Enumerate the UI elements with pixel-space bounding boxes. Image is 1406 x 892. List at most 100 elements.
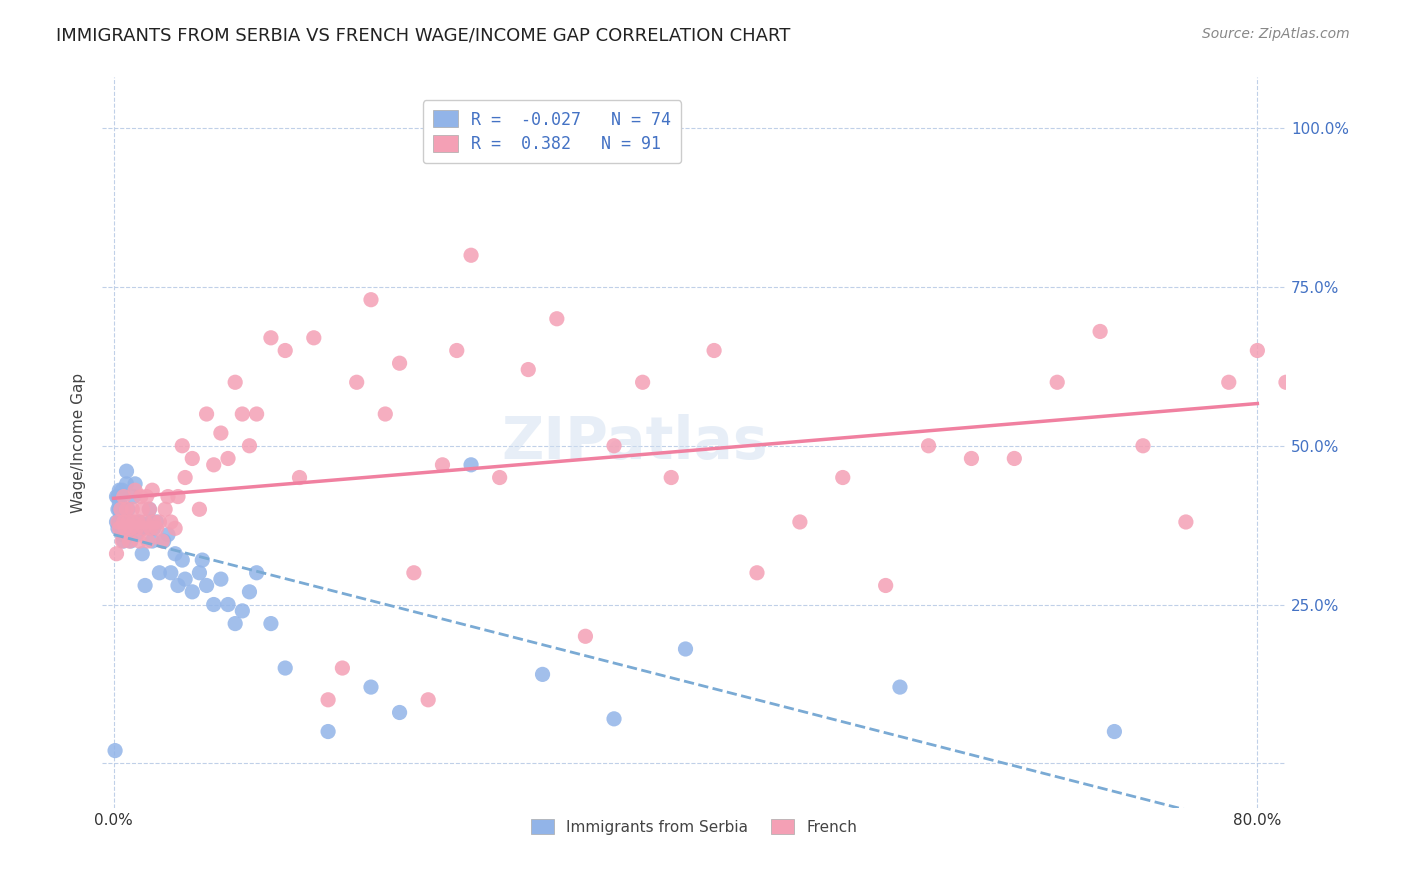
Point	[202, 598, 225, 612]
Point	[316, 724, 339, 739]
Point	[603, 712, 626, 726]
Point	[135, 490, 157, 504]
Point	[360, 293, 382, 307]
Point	[134, 578, 156, 592]
Point	[603, 439, 626, 453]
Point	[246, 566, 269, 580]
Point	[105, 490, 128, 504]
Point	[460, 248, 482, 262]
Point	[108, 502, 131, 516]
Point	[1275, 376, 1298, 390]
Point	[432, 458, 454, 472]
Point	[112, 502, 135, 516]
Point	[111, 515, 134, 529]
Point	[111, 527, 134, 541]
Point	[960, 451, 983, 466]
Point	[114, 521, 136, 535]
Point	[145, 521, 167, 535]
Point	[110, 508, 132, 523]
Point	[181, 451, 204, 466]
Point	[138, 521, 160, 535]
Point	[165, 547, 187, 561]
Point	[546, 311, 568, 326]
Point	[115, 502, 138, 516]
Point	[195, 578, 218, 592]
Point	[129, 490, 152, 504]
Point	[107, 521, 129, 535]
Point	[745, 566, 768, 580]
Point	[202, 458, 225, 472]
Point	[118, 534, 141, 549]
Point	[156, 490, 179, 504]
Point	[165, 521, 187, 535]
Point	[108, 496, 131, 510]
Point	[114, 527, 136, 541]
Point	[138, 502, 160, 516]
Point	[1174, 515, 1197, 529]
Point	[112, 515, 135, 529]
Text: Source: ZipAtlas.com: Source: ZipAtlas.com	[1202, 27, 1350, 41]
Point	[316, 693, 339, 707]
Point	[145, 515, 167, 529]
Point	[104, 743, 127, 757]
Point	[139, 521, 162, 535]
Point	[488, 470, 510, 484]
Point	[402, 566, 425, 580]
Point	[260, 331, 283, 345]
Point	[122, 490, 145, 504]
Point	[1389, 483, 1406, 498]
Point	[148, 566, 170, 580]
Point	[110, 515, 132, 529]
Point	[346, 376, 368, 390]
Point	[460, 458, 482, 472]
Point	[288, 470, 311, 484]
Point	[108, 515, 131, 529]
Point	[107, 515, 129, 529]
Point	[142, 521, 165, 535]
Point	[238, 439, 260, 453]
Point	[141, 534, 163, 549]
Point	[1218, 376, 1240, 390]
Point	[574, 629, 596, 643]
Point	[195, 407, 218, 421]
Point	[1104, 724, 1126, 739]
Point	[659, 470, 682, 484]
Point	[114, 515, 136, 529]
Text: IMMIGRANTS FROM SERBIA VS FRENCH WAGE/INCOME GAP CORRELATION CHART: IMMIGRANTS FROM SERBIA VS FRENCH WAGE/IN…	[56, 27, 790, 45]
Point	[112, 534, 135, 549]
Point	[332, 661, 354, 675]
Point	[388, 356, 411, 370]
Y-axis label: Wage/Income Gap: Wage/Income Gap	[72, 373, 86, 513]
Point	[120, 534, 142, 549]
Point	[110, 490, 132, 504]
Point	[117, 527, 139, 541]
Point	[217, 451, 239, 466]
Point	[128, 534, 150, 549]
Point	[125, 527, 148, 541]
Point	[418, 693, 440, 707]
Point	[141, 483, 163, 498]
Point	[167, 578, 190, 592]
Point	[117, 502, 139, 516]
Point	[150, 534, 173, 549]
Point	[209, 426, 232, 441]
Point	[167, 490, 190, 504]
Point	[134, 515, 156, 529]
Point	[107, 490, 129, 504]
Point	[246, 407, 269, 421]
Point	[789, 515, 811, 529]
Point	[181, 584, 204, 599]
Point	[131, 502, 153, 516]
Point	[118, 515, 141, 529]
Point	[360, 680, 382, 694]
Point	[110, 502, 132, 516]
Point	[889, 680, 911, 694]
Point	[160, 515, 183, 529]
Point	[122, 515, 145, 529]
Point	[111, 502, 134, 516]
Point	[703, 343, 725, 358]
Point	[153, 502, 176, 516]
Legend: Immigrants from Serbia, French: Immigrants from Serbia, French	[522, 810, 866, 844]
Point	[238, 584, 260, 599]
Point	[172, 553, 194, 567]
